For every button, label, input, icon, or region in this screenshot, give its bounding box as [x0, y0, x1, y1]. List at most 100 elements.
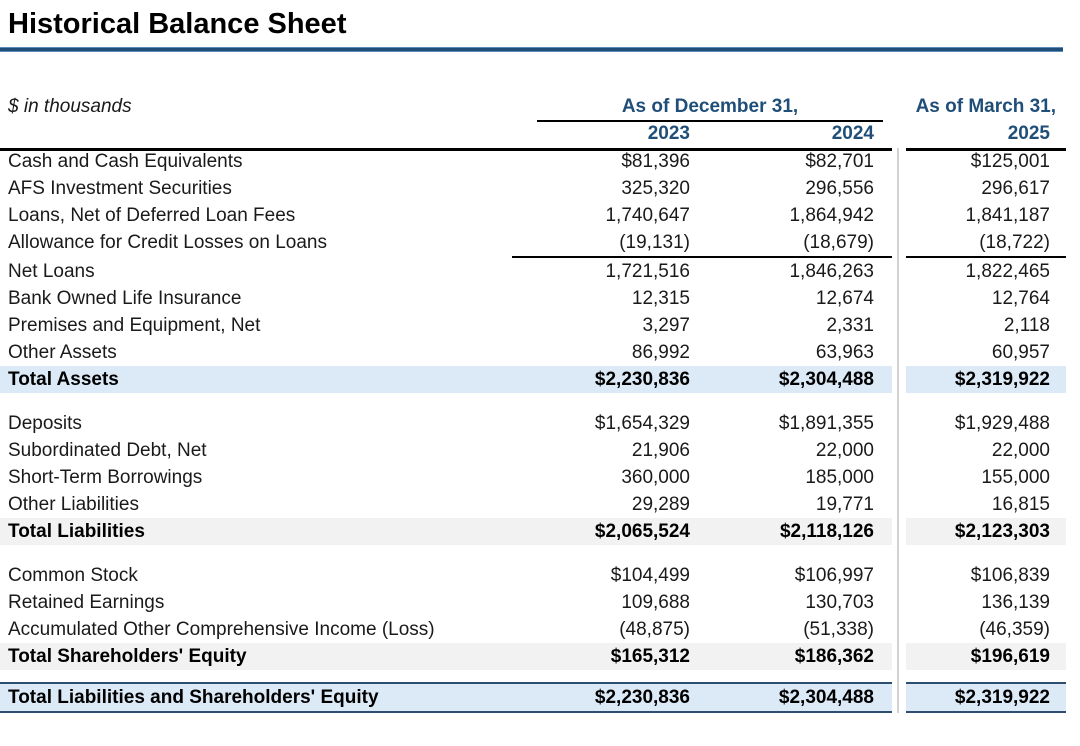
table-row: AFS Investment Securities 325,320 296,556 2…	[0, 175, 1080, 202]
right-margin	[1066, 175, 1080, 202]
table-row: Bank Owned Life Insurance 12,315 12,674 12,…	[0, 285, 1080, 312]
column-gap	[892, 120, 906, 151]
column-gap	[892, 202, 906, 229]
value-2025: (46,359)	[979, 618, 1050, 640]
right-margin	[1066, 258, 1080, 285]
column-group-header-row: $ in thousands As of December 31, As of …	[0, 93, 1080, 122]
right-margin	[1066, 312, 1080, 339]
column-gap	[892, 589, 906, 616]
table-row: Allowance for Credit Losses on Loans (19,…	[0, 229, 1080, 258]
spacer-row	[0, 670, 1080, 682]
column-gap	[892, 410, 906, 437]
column-gap	[892, 643, 906, 670]
value-2024: (18,679)	[700, 229, 892, 258]
value-2023: $2,230,836	[512, 365, 700, 393]
column-gap	[892, 491, 906, 518]
value-2025: (18,722)	[906, 229, 1066, 258]
column-gap	[892, 175, 906, 202]
value-2023: $2,065,524	[512, 517, 700, 545]
spacer-row	[0, 545, 1080, 562]
table-row: Loans, Net of Deferred Loan Fees 1,740,64…	[0, 202, 1080, 229]
value-2024: 1,864,942	[789, 204, 874, 226]
value-2024: 130,703	[805, 591, 874, 613]
table-row: Other Liabilities 29,289 19,771 16,815	[0, 491, 1080, 518]
column-gap	[892, 518, 906, 545]
value-2023: 1,721,516	[605, 260, 690, 282]
right-margin	[1066, 366, 1080, 393]
value-2023: 3,297	[642, 314, 690, 336]
table-row: Short-Term Borrowings 360,000 185,000 155,0…	[0, 464, 1080, 491]
row-label: Retained Earnings	[8, 591, 165, 613]
value-2024: $186,362	[700, 642, 892, 670]
right-margin	[1066, 120, 1080, 151]
value-2023: (19,131)	[512, 229, 700, 258]
table-body: Cash and Cash Equivalents $81,396 $82,701 $…	[0, 147, 1080, 713]
value-2023: $1,654,329	[594, 412, 690, 434]
value-2025: 12,764	[991, 287, 1050, 309]
column-divider-line	[897, 147, 899, 713]
right-margin	[1066, 148, 1080, 175]
value-2023: $165,312	[512, 642, 700, 670]
row-label: Subordinated Debt, Net	[8, 439, 207, 461]
value-2023: $104,499	[610, 564, 690, 586]
value-2023: 1,740,647	[605, 204, 690, 226]
value-2023: $81,396	[621, 150, 690, 172]
value-2024: 2,331	[826, 314, 874, 336]
year-2024-header: 2024	[700, 120, 892, 151]
right-margin	[1066, 589, 1080, 616]
value-2023: 325,320	[621, 177, 690, 199]
value-2025: 2,118	[1003, 314, 1050, 336]
value-2023: (48,875)	[619, 618, 690, 640]
column-gap	[892, 616, 906, 643]
row-label: Deposits	[8, 412, 82, 434]
value-2024: 63,963	[815, 341, 874, 363]
value-2024: 19,771	[815, 493, 874, 515]
value-2025: $106,839	[970, 564, 1050, 586]
year-header-row: 2023 2024 2025	[0, 120, 1080, 151]
table-row: Total Liabilities $2,065,524 $2,118,126 $2,…	[0, 517, 1080, 545]
table-row: Accumulated Other Comprehensive Income (…	[0, 616, 1080, 643]
value-2025: $2,319,922	[906, 681, 1066, 713]
right-margin	[1066, 643, 1080, 670]
row-label: Bank Owned Life Insurance	[8, 287, 242, 309]
right-margin	[1066, 518, 1080, 545]
row-label: Total Liabilities	[0, 517, 512, 545]
column-gap	[892, 229, 906, 258]
value-2024: $82,701	[805, 150, 874, 172]
right-margin	[1066, 562, 1080, 589]
value-2025: 296,617	[981, 177, 1050, 199]
right-margin	[1066, 491, 1080, 518]
table-row: Total Liabilities and Shareholders' Equi…	[0, 681, 1080, 713]
value-2024: 296,556	[805, 177, 874, 199]
value-2025: $2,319,922	[906, 365, 1066, 393]
value-2025: $125,001	[970, 150, 1050, 172]
right-margin	[1066, 229, 1080, 258]
value-2024: 22,000	[815, 439, 874, 461]
table-row: Deposits $1,654,329 $1,891,355 $1,929,488	[0, 410, 1080, 437]
value-2025: $2,123,303	[906, 517, 1066, 545]
value-2023: 29,289	[631, 493, 690, 515]
page-title: Historical Balance Sheet	[8, 8, 347, 40]
right-margin	[1066, 410, 1080, 437]
value-2024: (51,338)	[803, 618, 874, 640]
row-label: Total Shareholders' Equity	[0, 642, 512, 670]
right-margin	[1066, 339, 1080, 366]
value-2024: $1,891,355	[778, 412, 874, 434]
value-2024: $106,997	[794, 564, 874, 586]
value-2024: 1,846,263	[789, 260, 874, 282]
row-label: Accumulated Other Comprehensive Income (…	[8, 618, 435, 640]
column-gap	[892, 148, 906, 175]
value-2024: 185,000	[805, 466, 874, 488]
column-gap	[892, 312, 906, 339]
column-gap	[892, 682, 906, 713]
column-gap	[892, 437, 906, 464]
table-row: Total Shareholders' Equity $165,312 $186,3…	[0, 642, 1080, 670]
table-row: Cash and Cash Equivalents $81,396 $82,701 $…	[0, 148, 1080, 175]
row-label: Allowance for Credit Losses on Loans	[8, 231, 327, 253]
value-2024: $2,118,126	[700, 517, 892, 545]
row-label: Total Liabilities and Shareholders' Equi…	[0, 681, 512, 713]
value-2023: 86,992	[631, 341, 690, 363]
row-label: Loans, Net of Deferred Loan Fees	[8, 204, 296, 226]
value-2024: $2,304,488	[700, 365, 892, 393]
